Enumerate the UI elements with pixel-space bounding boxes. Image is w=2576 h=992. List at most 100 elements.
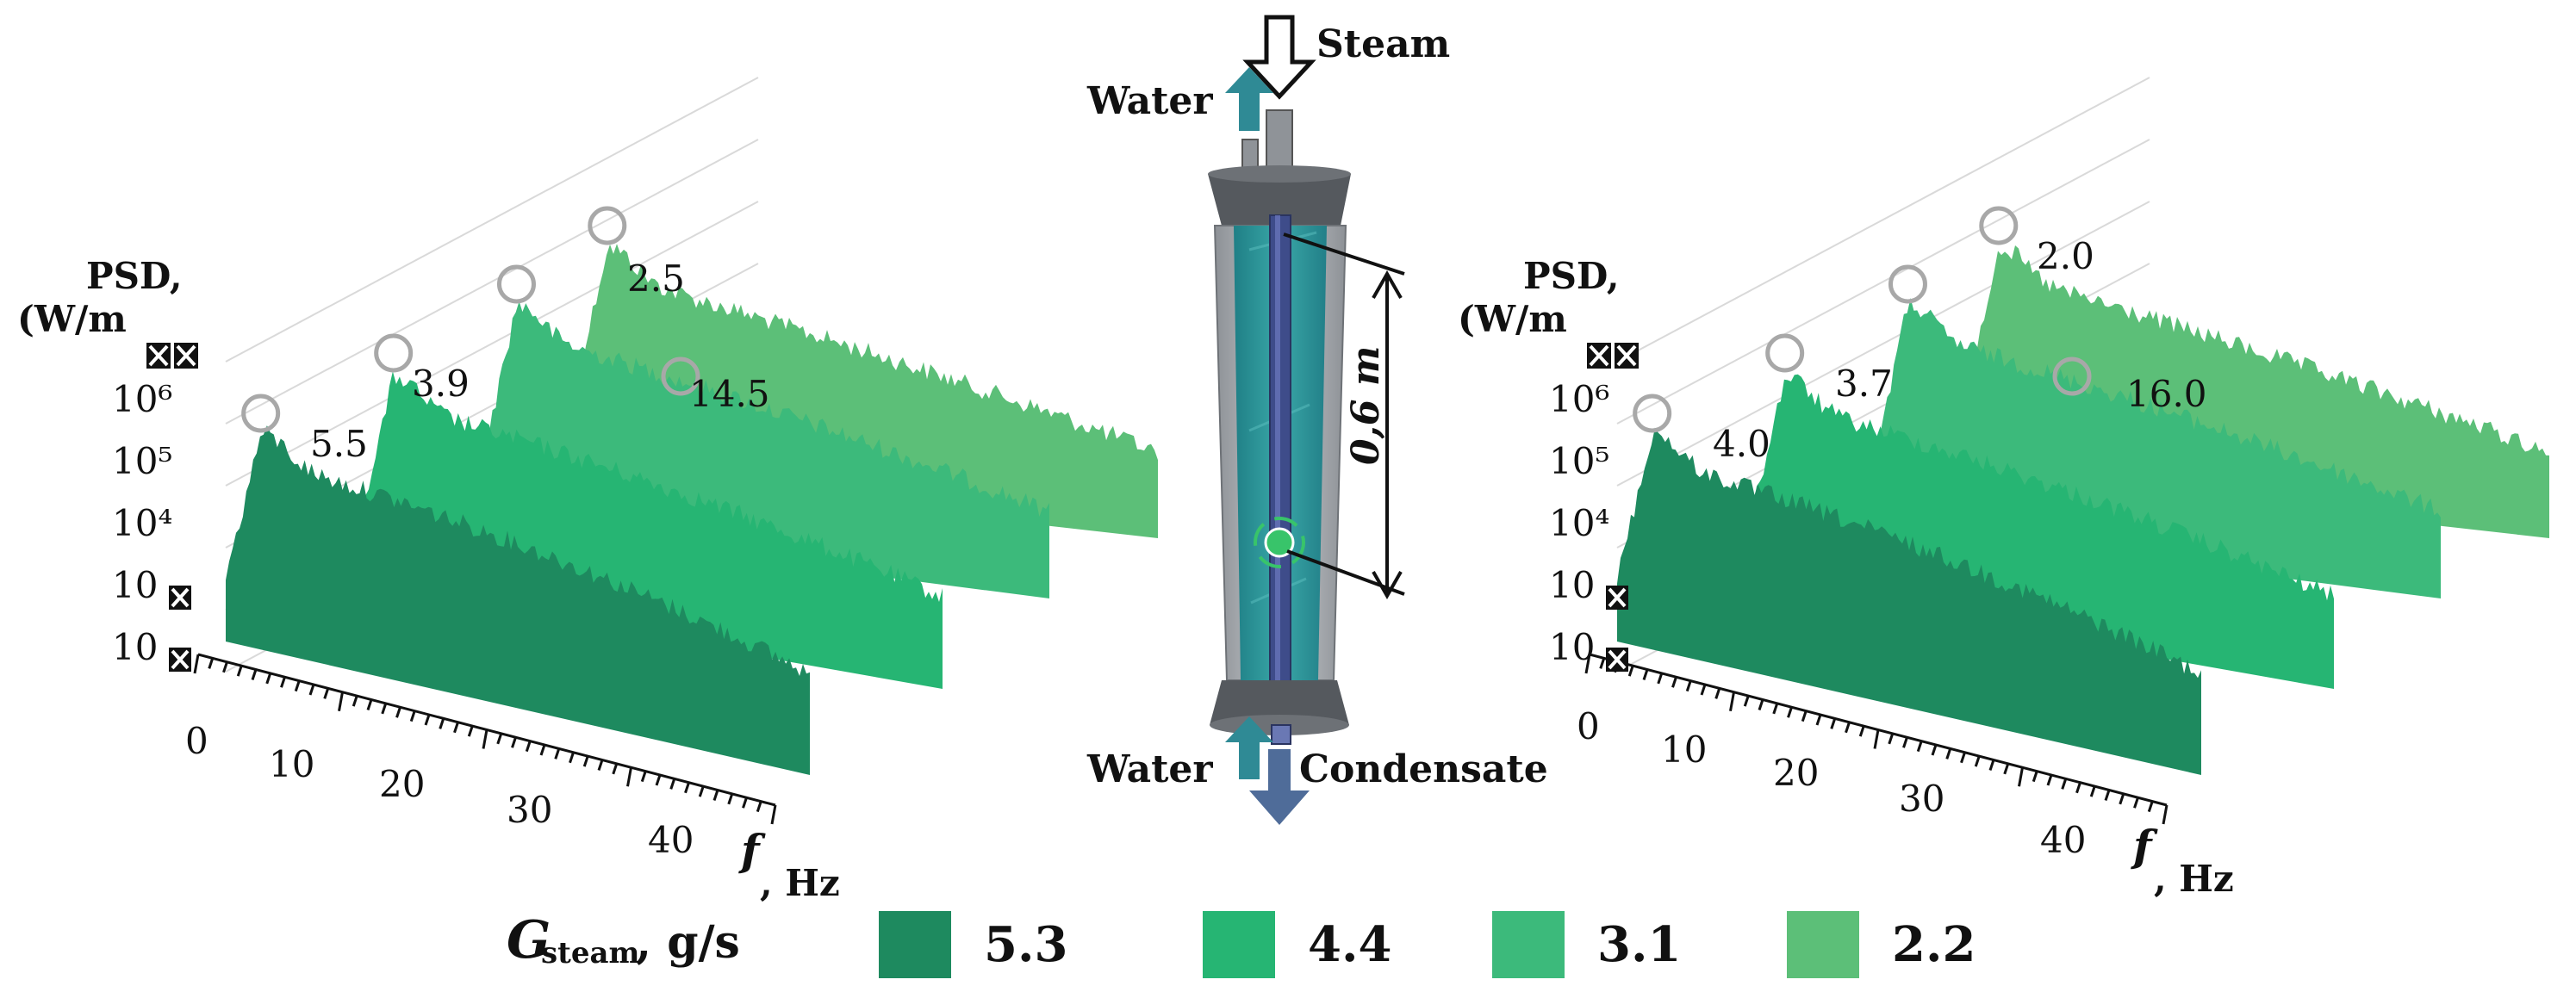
frequency-axis-tick (2147, 801, 2154, 813)
frequency-axis-tick (770, 804, 777, 825)
peak-marker-icon (588, 206, 627, 245)
right-peak-label: 3.7 (1835, 363, 1893, 405)
psd-spectrum-slice (1617, 427, 2201, 775)
peak-marker-icon (2052, 356, 2092, 396)
right-y-axis-label-line2: (W/m (1458, 298, 1567, 340)
frequency-axis-tick (2089, 785, 2096, 797)
left-y-tick: 10⁴ (112, 502, 172, 544)
frequency-axis-tick (1642, 669, 1649, 680)
frequency-axis-tick (1657, 673, 1664, 685)
sensor-point-icon (1264, 527, 1295, 558)
left-x-tick: 0 (185, 720, 208, 762)
left-x-tick: 40 (648, 819, 694, 861)
water-inlet-label: Water (1086, 747, 1213, 791)
right-peak-label: 2.0 (2037, 235, 2094, 277)
left-peak-label: 14.5 (689, 373, 770, 415)
psd-spectrum-slice (226, 425, 810, 775)
right-y-tick: 10 (1549, 564, 1595, 606)
frequency-axis-tick (1902, 736, 1908, 748)
top-flange (1208, 174, 1351, 226)
frequency-axis-tick (1787, 706, 1793, 718)
frequency-axis-tick (236, 665, 243, 677)
right-x-tick: 30 (1899, 778, 1944, 820)
peak-marker-icon (241, 394, 281, 433)
grid-line (225, 201, 759, 487)
right-x-tick: 20 (1773, 752, 1819, 794)
legend-label: 5.3 (984, 916, 1067, 973)
frequency-axis-tick (640, 771, 647, 783)
frequency-axis-tick (2133, 797, 2139, 809)
left-x-tick: 20 (379, 763, 425, 805)
frequency-axis-tick (2061, 778, 2068, 790)
peak-marker-icon (1765, 333, 1805, 373)
left-x-tick: 10 (269, 743, 314, 785)
frequency-axis-tick (1599, 657, 1606, 669)
frequency-axis-tick (1974, 755, 1981, 767)
grid-line (1616, 201, 2150, 487)
left-y-tick: 10⁶ (112, 378, 172, 420)
frequency-axis-tick (554, 747, 561, 760)
peak-marker-icon (496, 264, 536, 304)
left-spectra (226, 244, 1158, 775)
frequency-axis-tick (2075, 782, 2081, 794)
frequency-axis-tick (1945, 747, 1952, 760)
frequency-axis-tick (496, 733, 503, 745)
frequency-axis-tick (742, 797, 748, 809)
bottom-flange (1210, 680, 1349, 725)
legend-label: 2.2 (1892, 916, 1976, 973)
frequency-axis-tick (1671, 676, 1677, 688)
right-frequency-axis (1584, 653, 2168, 825)
frequency-axis-tick (265, 673, 272, 685)
frequency-axis-tick (208, 657, 215, 669)
missing-glyph-icon (1587, 343, 1639, 369)
right-spectra (1617, 245, 2549, 775)
right-y-tick: 10⁶ (1549, 378, 1609, 420)
frequency-axis-tick (193, 654, 200, 674)
left-peak-markers (241, 206, 700, 433)
water-outlet-label: Water (1086, 79, 1213, 123)
frequency-axis-tick (1714, 687, 1721, 699)
frequency-axis-tick (2018, 766, 2024, 787)
right-y-tick: 10 (1549, 626, 1595, 668)
right-peak-label: 4.0 (1713, 423, 1770, 465)
condensate-outlet-arrow-icon (1249, 749, 1310, 825)
left-peak-label: 3.9 (412, 363, 470, 405)
frequency-axis-tick (655, 774, 662, 786)
frequency-axis-tick (323, 687, 330, 699)
left-frequency-axis (193, 653, 777, 825)
frequency-axis-tick (669, 778, 676, 790)
water-outlet-arrow-icon (1225, 67, 1273, 131)
legend-swatch (1492, 911, 1565, 978)
left-x-axis-unit: , Hz (760, 862, 840, 904)
frequency-axis-tick (366, 699, 373, 710)
frequency-axis-tick (756, 801, 762, 813)
frequency-axis-tick (1627, 665, 1634, 677)
right-x-tick: 10 (1661, 728, 1707, 771)
frequency-axis-tick (453, 722, 459, 734)
peak-marker-icon (374, 333, 414, 373)
right-y-tick: 10⁴ (1549, 502, 1609, 544)
right-x-tick: 40 (2040, 819, 2086, 861)
left-y-tick: 10 (112, 564, 158, 606)
legend: G steam , g/s 5.3 4.4 3.1 2.2 (507, 910, 1976, 978)
frequency-axis-tick (1758, 699, 1764, 710)
left-y-tick: 10 (112, 626, 158, 668)
frequency-axis-tick (467, 725, 474, 737)
left-peak-label: 2.5 (627, 257, 685, 300)
frequency-axis-tick (2162, 804, 2168, 825)
legend-label: 4.4 (1308, 916, 1391, 973)
legend-symbol: G (507, 910, 551, 970)
frequency-axis-tick (352, 695, 358, 707)
frequency-axis-tick (2104, 790, 2111, 801)
peak-marker-icon (1888, 264, 1927, 304)
frequency-axis-tick (1845, 722, 1851, 734)
frequency-axis-tick (612, 763, 619, 775)
condenser-apparatus: Steam Water 0,6 m (1086, 15, 1548, 825)
frequency-axis-tick (1815, 714, 1822, 726)
left-x-tick: 30 (507, 789, 552, 831)
frequency-axis-tick (1801, 710, 1808, 722)
water-inlet-arrow-icon (1225, 716, 1273, 779)
right-x-axis-unit: , Hz (2154, 858, 2234, 900)
grid-line (1616, 77, 2150, 363)
